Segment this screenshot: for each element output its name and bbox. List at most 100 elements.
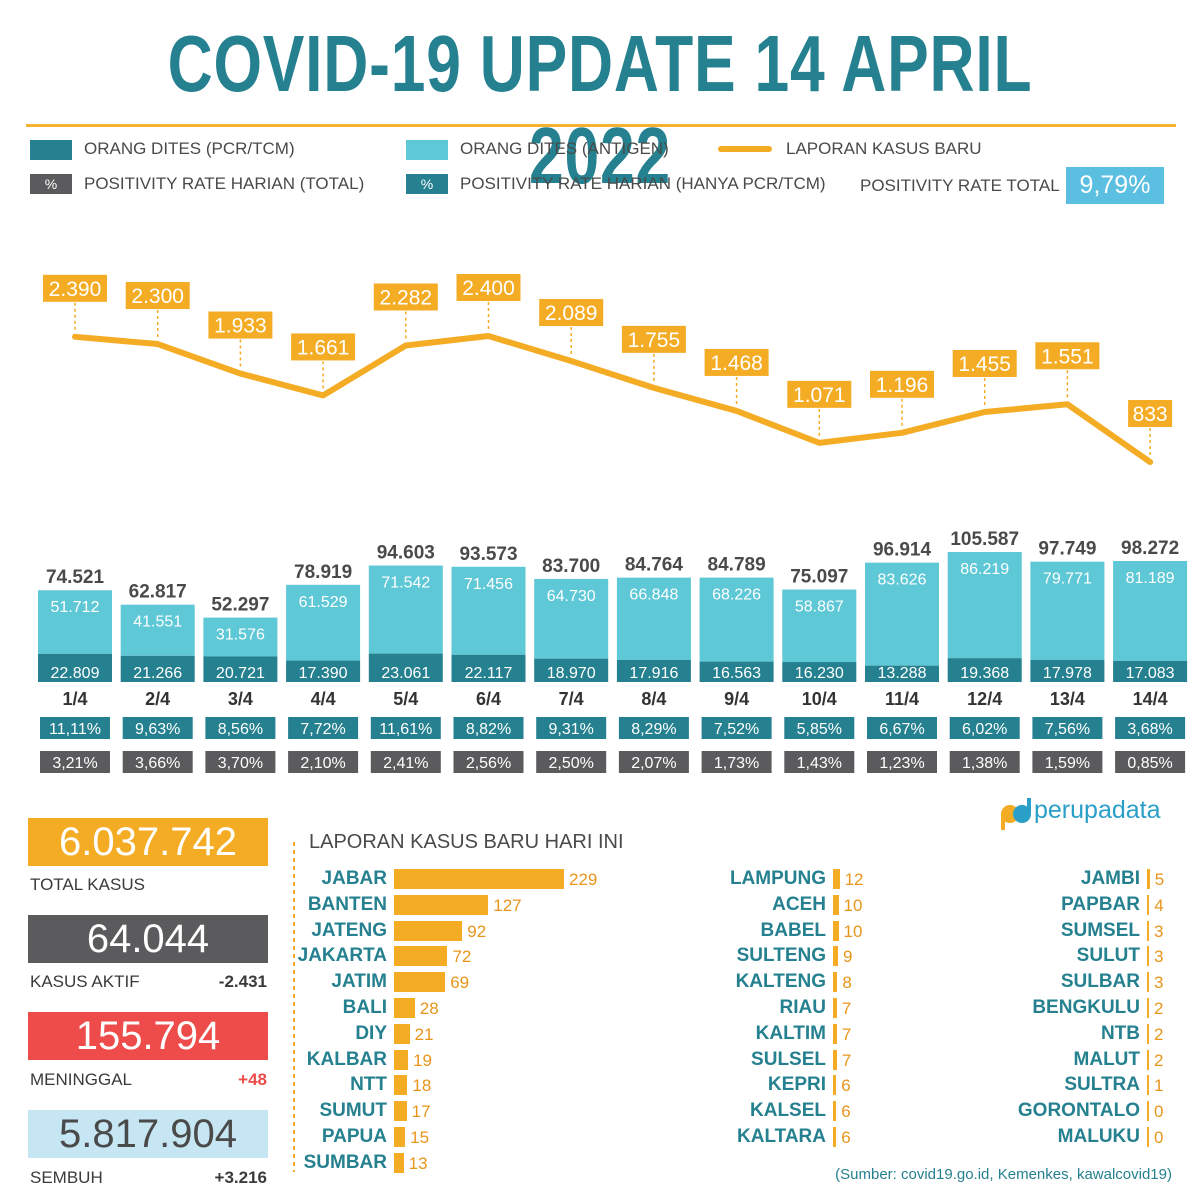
rate-pcr-pill: [536, 717, 607, 739]
rate-total-overall-label: POSITIVITY RATE TOTAL: [860, 176, 1060, 195]
bar-total-label: 74.521: [46, 567, 105, 588]
province-bar: [833, 946, 838, 967]
province-name: SUMUT: [319, 1100, 387, 1122]
bar-antigen: [865, 562, 939, 666]
province-name: MALUT: [1073, 1048, 1140, 1070]
legend-cases-line: [718, 146, 772, 152]
province-value: 10: [843, 895, 863, 915]
title-divider: [26, 124, 1176, 127]
rate-total-value: 2,07%: [631, 755, 676, 772]
province-value: 229: [569, 870, 598, 889]
bar-antigen: [368, 565, 443, 654]
cases-data-label: 2.089: [545, 302, 598, 325]
bar-total-label: 96.914: [873, 540, 932, 561]
bar-pcr-label: 17.978: [1043, 665, 1092, 682]
province-bar: [394, 1075, 408, 1096]
x-tick-label: 7/4: [559, 689, 584, 709]
cases-data-label: 2.400: [462, 277, 515, 300]
bar-pcr: [286, 660, 361, 682]
bar-antigen-label: 68.226: [712, 587, 761, 604]
province-name: JATIM: [331, 971, 387, 993]
province-name: MALUKU: [1057, 1126, 1140, 1147]
province-value: 2: [1154, 1050, 1164, 1070]
province-bar: [1147, 1127, 1149, 1147]
province-name: KALTARA: [737, 1126, 826, 1147]
bar-total-label: 62.817: [129, 582, 187, 603]
bar-antigen: [203, 617, 278, 657]
province-name: KALTENG: [735, 971, 826, 993]
bar-antigen: [616, 577, 691, 660]
cases-data-label: 1.196: [876, 374, 929, 397]
province-bar: [394, 894, 489, 915]
rate-total-value: 2,10%: [300, 755, 345, 772]
bar-pcr-label: 18.970: [547, 665, 596, 682]
bar-total-label: 83.700: [542, 556, 600, 577]
rate-pcr-pill: [453, 717, 524, 739]
province-name: NTB: [1100, 1022, 1140, 1044]
province-bar: [394, 946, 448, 967]
province-value: 17: [411, 1102, 431, 1122]
bar-total-label: 98.272: [1121, 538, 1179, 559]
cases-data-label: 1.933: [214, 315, 267, 338]
cases-data-label: 2.300: [131, 285, 184, 308]
x-tick-label: 8/4: [641, 689, 666, 709]
rate-total-value: 1,73%: [714, 755, 759, 772]
province-name: KALBAR: [306, 1048, 387, 1070]
bar-antigen-label: 71.456: [464, 576, 513, 593]
rate-pcr-value: 7,52%: [714, 721, 759, 738]
bar-antigen-label: 61.529: [299, 594, 348, 611]
bar-antigen: [38, 590, 112, 654]
x-tick-label: 12/4: [967, 689, 1002, 709]
province-bar: [394, 869, 564, 889]
province-value: 5: [1154, 870, 1165, 889]
province-name: SULSEL: [751, 1048, 826, 1070]
deaths-change: +48: [238, 1070, 267, 1089]
province-name: NTT: [350, 1074, 387, 1096]
province-value: 3: [1154, 921, 1164, 941]
province-value: 127: [493, 895, 522, 915]
x-tick-label: 9/4: [724, 689, 749, 709]
rate-pcr-pill: [205, 717, 276, 739]
cases-label-box: [1035, 342, 1100, 370]
rate-pcr-pill: [867, 717, 937, 739]
bar-antigen: [947, 552, 1022, 659]
x-tick-label: 4/4: [311, 689, 336, 709]
rate-pcr-pill: [40, 717, 110, 739]
province-bar: [833, 998, 837, 1018]
legend-antigen-swatch: [406, 140, 448, 160]
bar-total-label: 93.573: [459, 544, 517, 565]
rate-pcr-pill: [1115, 717, 1186, 739]
province-bar: [394, 1023, 410, 1044]
bar-pcr-label: 22.809: [51, 665, 100, 682]
bar-pcr-label: 17.916: [629, 665, 678, 682]
legend-rate-pcr-label: POSITIVITY RATE HARIAN (HANYA PCR/TCM): [460, 174, 826, 193]
legend-cases-label: LAPORAN KASUS BARU: [786, 139, 982, 158]
rate-pcr-pill: [1032, 717, 1103, 739]
deaths-label: MENINGGAL: [30, 1070, 133, 1089]
province-value: 69: [450, 973, 470, 993]
rate-pcr-pill: [122, 717, 193, 739]
province-bar: [394, 998, 415, 1018]
bar-pcr-label: 21.266: [133, 665, 182, 682]
province-value: 92: [467, 921, 487, 941]
bar-total-label: 84.789: [708, 555, 766, 576]
province-value: 6: [841, 1128, 851, 1147]
cases-label-box: [456, 274, 521, 301]
rate-total-pill: [784, 751, 855, 773]
province-value: 7: [841, 999, 852, 1018]
perupadata-logo-icon: [1001, 798, 1031, 830]
active-cases-label: KASUS AKTIF: [30, 972, 140, 991]
rate-total-pill: [205, 751, 276, 773]
province-value: 8: [842, 973, 852, 993]
province-name: JAKARTA: [297, 945, 387, 967]
x-tick-label: 13/4: [1050, 689, 1085, 709]
rate-pcr-value: 8,29%: [631, 721, 676, 738]
province-value: 6: [841, 1102, 851, 1122]
bar-pcr: [38, 653, 112, 682]
province-bar: [833, 972, 838, 993]
bar-pcr: [782, 662, 857, 682]
rate-total-value: 2,41%: [383, 755, 428, 772]
cases-label-box: [787, 380, 852, 408]
province-value: 3: [1154, 973, 1164, 993]
rate-pcr-value: 9,63%: [135, 721, 180, 738]
